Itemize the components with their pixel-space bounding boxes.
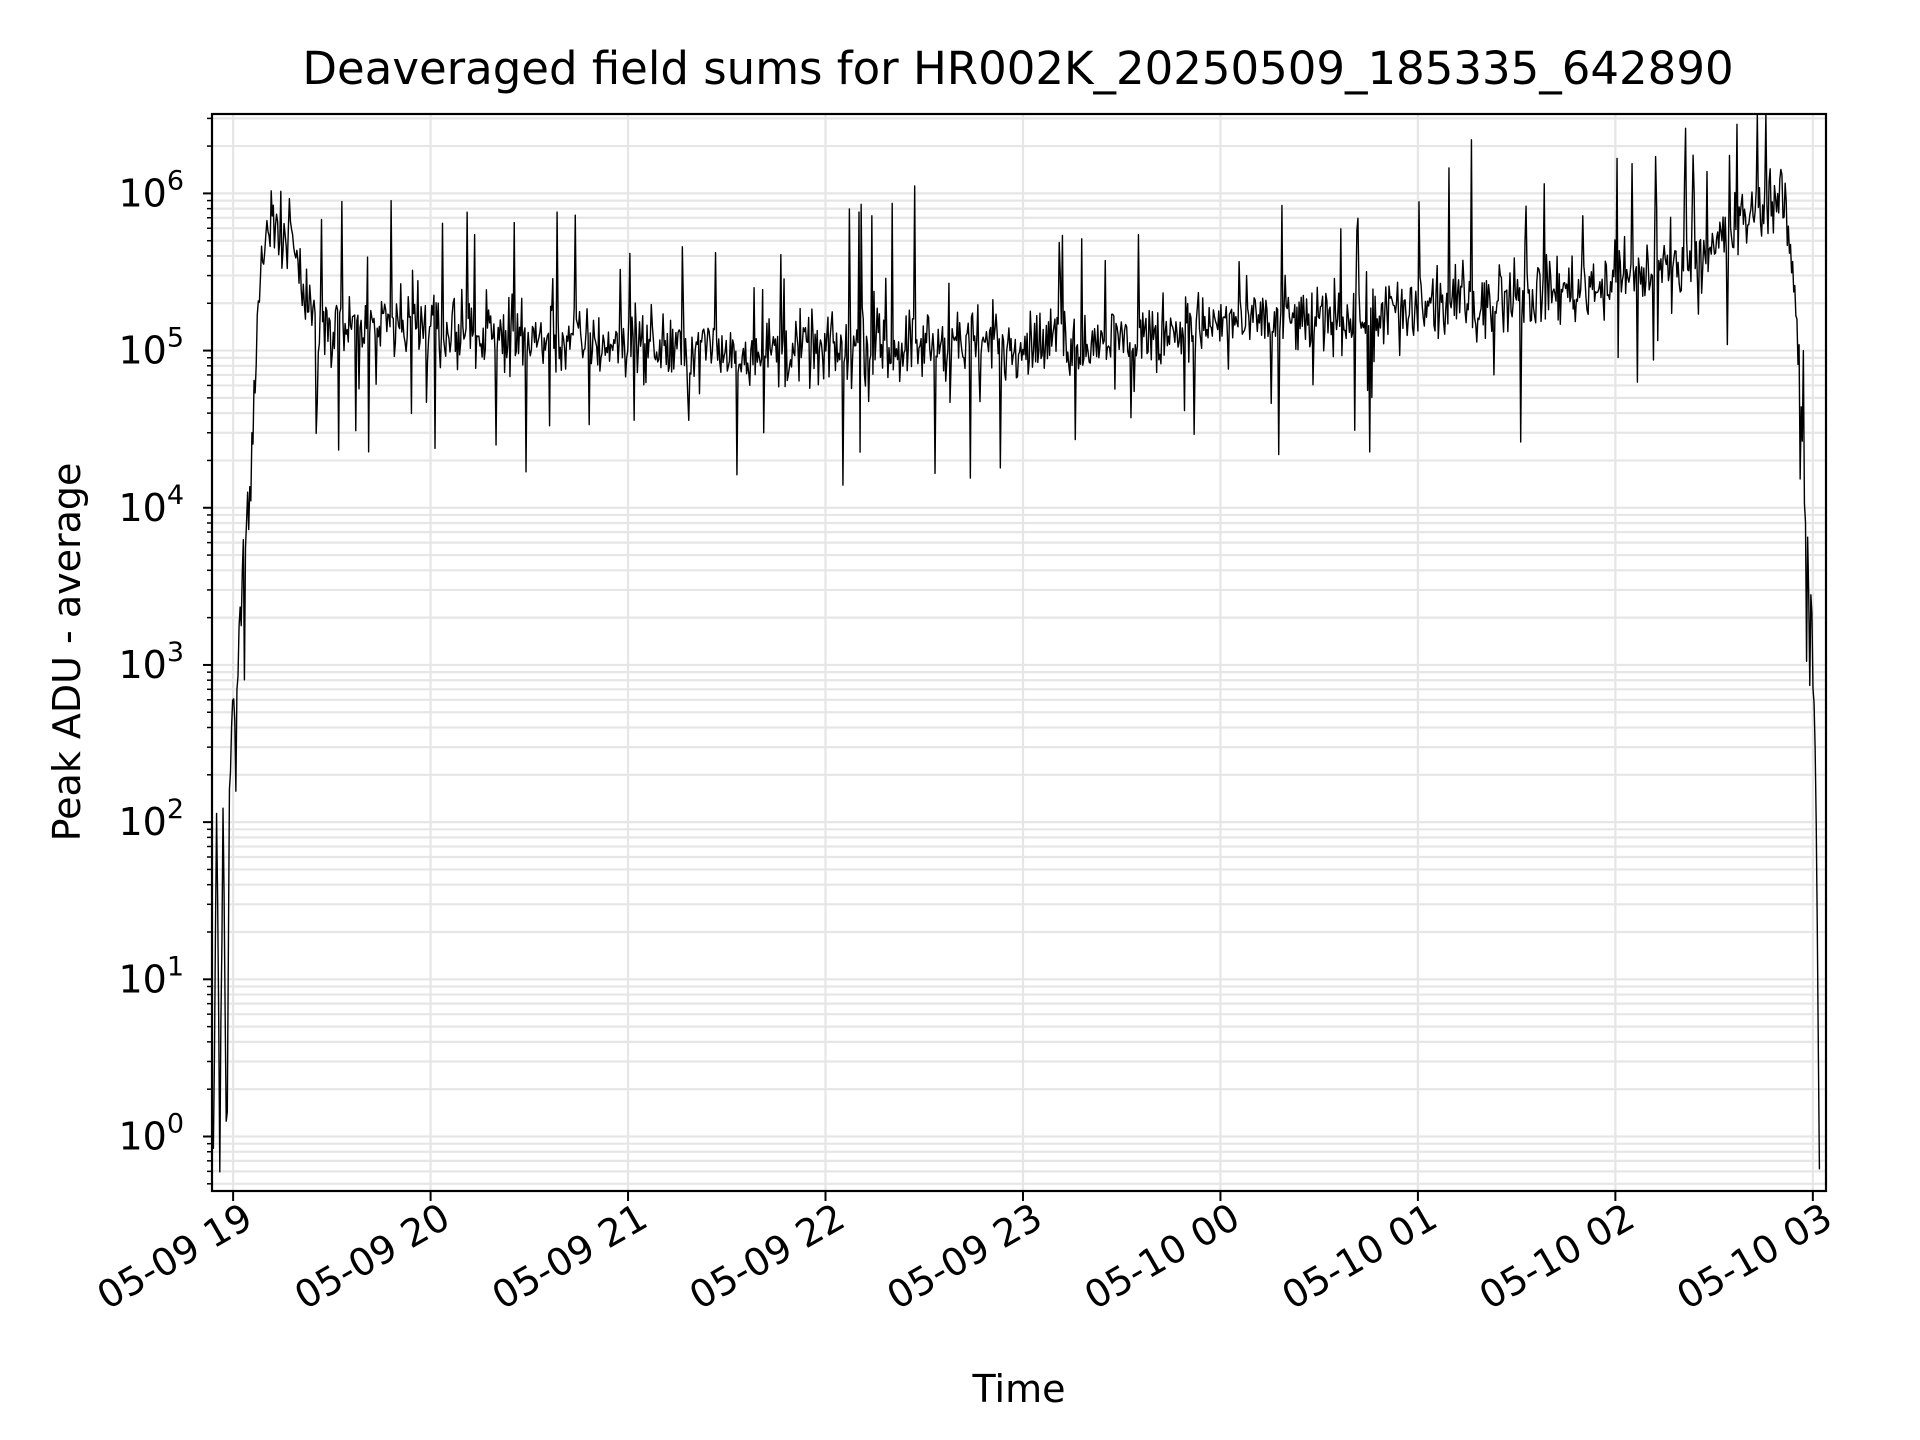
y-tick-label-exponent: 5 <box>167 323 184 354</box>
y-axis-label: Peak ADU - average <box>45 463 89 842</box>
y-tick-label-exponent: 2 <box>167 794 184 825</box>
y-tick-label-exponent: 1 <box>167 951 184 982</box>
series-line <box>212 113 1821 1173</box>
plot-area-frame <box>210 112 1828 1193</box>
grid-layer <box>212 114 1826 1191</box>
y-tick-label-exponent: 0 <box>167 1108 184 1139</box>
chart-title: Deaveraged field sums for HR002K_2025050… <box>302 42 1733 95</box>
y-tick-label: 100 <box>118 1108 184 1158</box>
y-tick-label: 105 <box>118 323 184 373</box>
y-tick-label-exponent: 3 <box>167 637 184 668</box>
x-axis-label: Time <box>972 1367 1066 1411</box>
y-tick-label-exponent: 6 <box>167 165 184 196</box>
y-tick-label-exponent: 4 <box>167 480 184 511</box>
y-tick-label: 102 <box>118 794 184 844</box>
series-layer <box>212 113 1821 1173</box>
